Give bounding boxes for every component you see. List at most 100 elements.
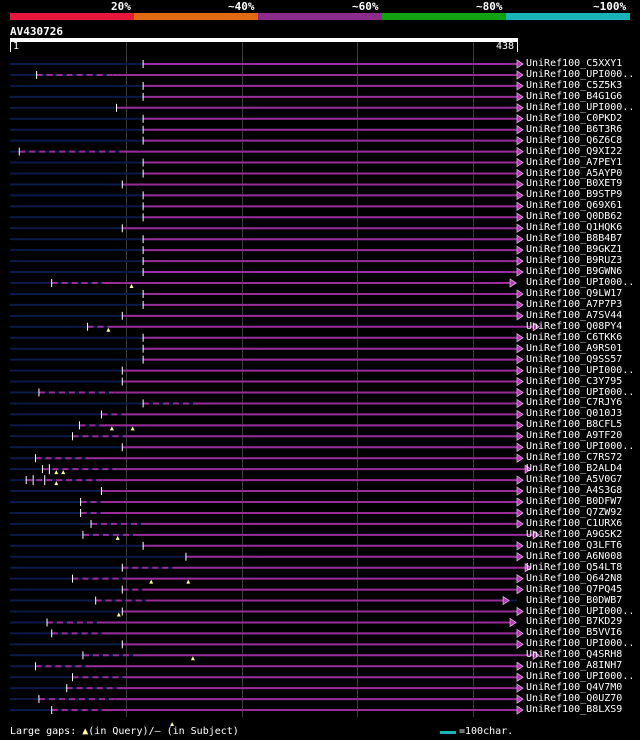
hit-label[interactable]: UniRef100_B9RUZ3 <box>526 255 623 267</box>
hit-label[interactable]: UniRef100_C0PKD2 <box>526 112 623 124</box>
hit-end-arrow <box>516 661 524 671</box>
hit-end-arrow <box>516 234 524 244</box>
hit-label[interactable]: UniRef100_A9TF20 <box>526 430 623 442</box>
hit-label[interactable]: UniRef100_B9GWN6 <box>526 266 623 278</box>
hit-label[interactable]: UniRef100_Q642N8 <box>526 572 623 584</box>
legend-query-text: (in Query)/ <box>88 726 155 737</box>
hit-label[interactable]: UniRef100_B4G1G6 <box>526 90 623 102</box>
hit-end-arrow <box>516 92 524 102</box>
hit-label[interactable]: UniRef100_Q08PY4 <box>526 320 623 332</box>
query-id: AV430726 <box>10 25 63 38</box>
hit-label[interactable]: UniRef100_A5AYP0 <box>526 167 623 179</box>
hit-end-arrow <box>516 387 524 398</box>
scale-label-1: 20% <box>111 0 131 13</box>
hit-end-arrow <box>516 245 524 255</box>
hit-label[interactable]: UniRef100_UPI000.. <box>526 638 635 650</box>
hit-label[interactable]: UniRef100_UPI000.. <box>526 605 635 617</box>
hit-label[interactable]: UniRef100_B2ALD4 <box>526 463 623 475</box>
hit-label[interactable]: UniRef100_Q9LW17 <box>526 287 623 299</box>
hit-label[interactable]: UniRef100_A5V0G7 <box>526 474 623 486</box>
hit-label[interactable]: UniRef100_Q9XI22 <box>526 145 623 157</box>
scale-label-5: ~100% <box>593 0 627 13</box>
hit-label[interactable]: UniRef100_Q7PQ45 <box>526 583 623 595</box>
query-gap-marker <box>186 579 191 584</box>
hit-end-arrow <box>516 442 524 452</box>
legend-subject-text: (in Subject) <box>160 726 239 737</box>
hit-label[interactable]: UniRef100_C1URX6 <box>526 517 623 529</box>
hit-label[interactable]: UniRef100_Q010J3 <box>526 408 623 420</box>
hit-end-arrow <box>516 289 524 299</box>
hit-label[interactable]: UniRef100_UPI000.. <box>526 364 635 376</box>
hit-label[interactable]: UniRef100_B0DWB7 <box>526 594 623 606</box>
hit-end-arrow <box>516 497 524 507</box>
hit-label[interactable]: UniRef100_Q69X61 <box>526 200 623 212</box>
hit-label[interactable]: UniRef100_C7RJY6 <box>526 397 623 409</box>
hit-label[interactable]: UniRef100_A7P7P3 <box>526 298 623 310</box>
scale-segment-3 <box>258 13 382 20</box>
hit-label[interactable]: UniRef100_UPI000.. <box>526 277 635 288</box>
query-gap-marker <box>170 722 175 726</box>
query-sequence-bar <box>10 38 518 42</box>
hit-label[interactable]: UniRef100_UPI000.. <box>526 386 635 398</box>
hit-end-arrow <box>516 705 524 715</box>
hit-label[interactable]: UniRef100_B7KD29 <box>526 616 623 628</box>
hit-label[interactable]: UniRef100_B9STP9 <box>526 189 623 201</box>
hit-end-arrow <box>516 81 524 91</box>
hit-label[interactable]: UniRef100_UPI000.. <box>526 68 635 80</box>
hit-label[interactable]: UniRef100_B8B4B7 <box>526 233 623 245</box>
scale-segment-5 <box>506 13 630 20</box>
hit-label[interactable]: UniRef100_A7SV44 <box>526 309 623 321</box>
subject-gap-icon: – <box>154 726 161 737</box>
hit-label[interactable]: UniRef100_UPI000.. <box>526 671 635 683</box>
hit-label[interactable]: UniRef100_C5Z5K3 <box>526 79 623 91</box>
hit-label[interactable]: UniRef100_B8CFL5 <box>526 419 623 431</box>
hit-label[interactable]: UniRef100_Q1HQK6 <box>526 222 623 234</box>
hit-label[interactable]: UniRef100_B0DFW7 <box>526 496 623 507</box>
hit-end-arrow <box>516 311 524 321</box>
hit-label[interactable]: UniRef100_B0XET9 <box>526 178 623 190</box>
hit-label[interactable]: UniRef100_C5XXY1 <box>526 58 623 69</box>
hit-end-arrow <box>516 376 524 387</box>
query-gap-marker <box>149 579 154 584</box>
hit-label[interactable]: UniRef100_Q6Z6C8 <box>526 134 623 146</box>
hit-label[interactable]: UniRef100_A6N008 <box>526 550 623 562</box>
hit-label[interactable]: UniRef100_Q54LT8 <box>526 561 623 573</box>
hit-label[interactable]: UniRef100_B5VVI6 <box>526 627 623 639</box>
hit-end-arrow <box>516 541 524 551</box>
hit-label[interactable]: UniRef100_Q0UZ70 <box>526 693 623 705</box>
hit-end-arrow <box>516 201 524 212</box>
hit-end-arrow <box>516 519 524 529</box>
hit-label[interactable]: UniRef100_Q0DB62 <box>526 211 623 223</box>
hit-label[interactable]: UniRef100_C6TKK6 <box>526 331 623 343</box>
hit-label[interactable]: UniRef100_UPI000.. <box>526 441 635 453</box>
hit-label[interactable]: UniRef100_C7RS72 <box>526 452 623 464</box>
hit-label[interactable]: UniRef100_A9GSK2 <box>526 528 623 540</box>
hit-label[interactable]: UniRef100_B9GKZ1 <box>526 244 623 256</box>
hit-label[interactable]: UniRef100_A4S3G8 <box>526 485 623 497</box>
scale-label-3: ~60% <box>352 0 379 13</box>
hit-label[interactable]: UniRef100_A9RS01 <box>526 342 623 354</box>
query-end-label: 438 <box>496 41 515 52</box>
hit-end-arrow <box>532 322 540 332</box>
hit-end-arrow <box>516 256 524 266</box>
hit-label[interactable]: UniRef100_Q4V7M0 <box>526 682 623 694</box>
hit-end-arrow <box>516 683 524 693</box>
hit-label[interactable]: UniRef100_UPI000.. <box>526 101 635 113</box>
legend-gaps-label: Large gaps: <box>10 726 83 737</box>
hit-label[interactable]: UniRef100_B8LXS9 <box>526 704 623 716</box>
legend-scale-text: =100char. <box>459 726 514 737</box>
hit-end-arrow <box>516 573 524 584</box>
hit-label[interactable]: UniRef100_A8INH7 <box>526 660 623 672</box>
hit-label[interactable]: UniRef100_Q9SS57 <box>526 353 623 365</box>
hit-label[interactable]: UniRef100_A7PEY1 <box>526 156 623 168</box>
hit-label[interactable]: UniRef100_B6T3R6 <box>526 123 623 135</box>
hit-label[interactable]: UniRef100_Q3LFT6 <box>526 539 623 551</box>
query-start-label: 1 <box>13 41 20 52</box>
hit-label[interactable]: UniRef100_Q7ZW92 <box>526 506 623 518</box>
hit-end-arrow <box>516 409 524 420</box>
hit-label[interactable]: UniRef100_Q4SRH8 <box>526 649 623 661</box>
hit-label[interactable]: UniRef100_C3Y795 <box>526 375 623 387</box>
hit-end-arrow <box>516 59 524 69</box>
hit-end-arrow <box>516 157 524 168</box>
